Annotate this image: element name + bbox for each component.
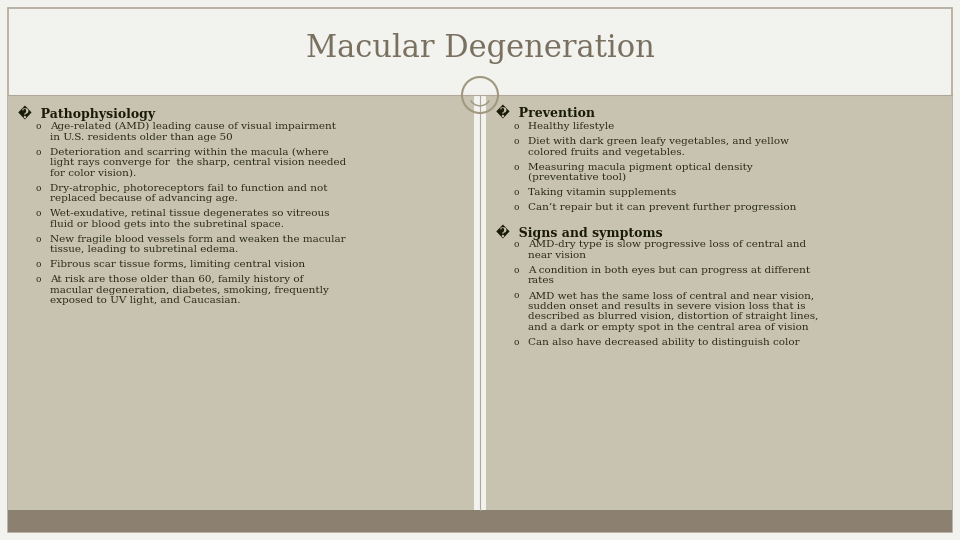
Text: light rays converge for  the sharp, central vision needed: light rays converge for the sharp, centr… [50, 158, 347, 167]
FancyBboxPatch shape [8, 8, 952, 532]
Text: sudden onset and results in severe vision loss that is: sudden onset and results in severe visio… [528, 302, 805, 311]
Text: o: o [36, 148, 41, 157]
Text: Can also have decreased ability to distinguish color: Can also have decreased ability to disti… [528, 338, 800, 347]
Text: colored fruits and vegetables.: colored fruits and vegetables. [528, 148, 684, 157]
Text: o: o [514, 137, 519, 146]
Text: o: o [514, 163, 519, 172]
FancyBboxPatch shape [486, 96, 952, 510]
Text: exposed to UV light, and Caucasian.: exposed to UV light, and Caucasian. [50, 296, 241, 305]
FancyBboxPatch shape [8, 510, 952, 532]
Text: o: o [36, 122, 41, 131]
Text: �  Prevention: � Prevention [496, 106, 595, 120]
Text: Taking vitamin supplements: Taking vitamin supplements [528, 188, 676, 197]
Text: and a dark or empty spot in the central area of vision: and a dark or empty spot in the central … [528, 323, 808, 332]
Text: for color vision).: for color vision). [50, 168, 136, 178]
Text: fluid or blood gets into the subretinal space.: fluid or blood gets into the subretinal … [50, 220, 284, 229]
Text: in U.S. residents older than age 50: in U.S. residents older than age 50 [50, 133, 232, 141]
Text: Wet-exudative, retinal tissue degenerates so vitreous: Wet-exudative, retinal tissue degenerate… [50, 209, 329, 218]
Text: o: o [514, 266, 519, 275]
Text: o: o [514, 338, 519, 347]
Text: AMD-dry type is slow progressive loss of central and: AMD-dry type is slow progressive loss of… [528, 240, 806, 249]
Text: o: o [514, 292, 519, 300]
Text: Deterioration and scarring within the macula (where: Deterioration and scarring within the ma… [50, 148, 328, 157]
Text: described as blurred vision, distortion of straight lines,: described as blurred vision, distortion … [528, 313, 818, 321]
Text: o: o [514, 188, 519, 197]
Text: tissue, leading to subretinal edema.: tissue, leading to subretinal edema. [50, 245, 238, 254]
Text: o: o [514, 122, 519, 131]
Text: replaced because of advancing age.: replaced because of advancing age. [50, 194, 238, 203]
Text: A condition in both eyes but can progress at different: A condition in both eyes but can progres… [528, 266, 810, 275]
Text: o: o [36, 260, 41, 269]
Text: Can’t repair but it can prevent further progression: Can’t repair but it can prevent further … [528, 203, 797, 212]
Text: Macular Degeneration: Macular Degeneration [305, 32, 655, 64]
Text: o: o [36, 209, 41, 218]
Text: Measuring macula pigment optical density: Measuring macula pigment optical density [528, 163, 753, 172]
Text: Healthy lifestyle: Healthy lifestyle [528, 122, 614, 131]
Text: macular degeneration, diabetes, smoking, frequently: macular degeneration, diabetes, smoking,… [50, 286, 329, 295]
Text: o: o [514, 240, 519, 249]
Text: o: o [36, 275, 41, 284]
Text: o: o [36, 184, 41, 193]
Text: At risk are those older than 60, family history of: At risk are those older than 60, family … [50, 275, 303, 284]
Text: AMD wet has the same loss of central and near vision,: AMD wet has the same loss of central and… [528, 292, 814, 300]
Text: Age-related (AMD) leading cause of visual impairment: Age-related (AMD) leading cause of visua… [50, 122, 336, 131]
Text: �  Pathophysiology: � Pathophysiology [18, 106, 156, 122]
Text: o: o [36, 235, 41, 244]
Text: Diet with dark green leafy vegetables, and yellow: Diet with dark green leafy vegetables, a… [528, 137, 789, 146]
Text: New fragile blood vessels form and weaken the macular: New fragile blood vessels form and weake… [50, 235, 346, 244]
Text: Dry-atrophic, photoreceptors fail to function and not: Dry-atrophic, photoreceptors fail to fun… [50, 184, 327, 193]
FancyBboxPatch shape [8, 96, 474, 510]
Text: near vision: near vision [528, 251, 586, 260]
Text: (preventative tool): (preventative tool) [528, 173, 626, 183]
Text: �  Signs and symptoms: � Signs and symptoms [496, 224, 662, 240]
Text: o: o [514, 203, 519, 212]
Text: rates: rates [528, 276, 555, 286]
Text: Fibrous scar tissue forms, limiting central vision: Fibrous scar tissue forms, limiting cent… [50, 260, 305, 269]
